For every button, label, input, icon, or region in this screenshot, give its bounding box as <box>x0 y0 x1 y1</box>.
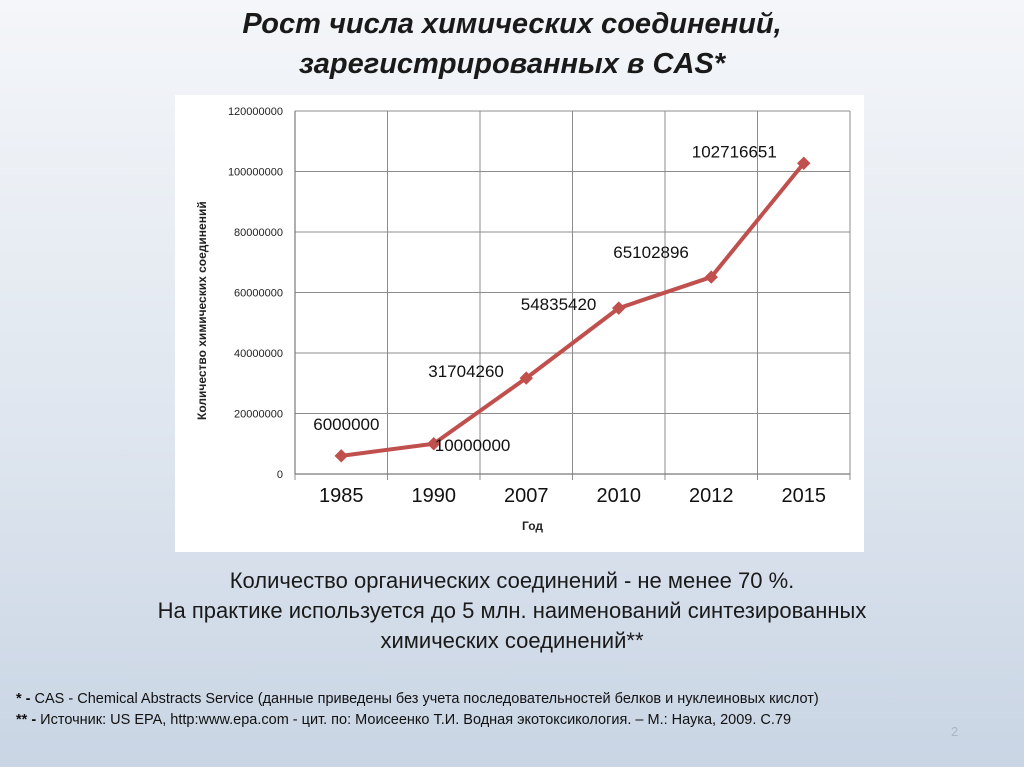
footnote-1-text: CAS - Chemical Abstracts Service (данные… <box>30 691 819 707</box>
slide-title-line1: Рост числа химических соединений, <box>242 8 782 40</box>
series-line <box>340 162 806 458</box>
y-tick-label: 0 <box>277 469 283 481</box>
page-number: 2 <box>951 724 959 739</box>
data-point-marker <box>427 437 441 451</box>
y-tick-label: 80000000 <box>234 227 283 239</box>
y-tick-label: 100000000 <box>228 167 283 179</box>
slide-title-line2: зарегистрированных в CAS* <box>298 48 726 80</box>
note-line1: Количество органических соединений - не … <box>229 568 795 593</box>
y-tick-label: 120000000 <box>228 106 283 118</box>
data-label: 102716651 <box>692 142 777 161</box>
x-tick-label: 1985 <box>319 485 364 507</box>
data-label: 10000000 <box>435 436 511 455</box>
x-tick-label: 2007 <box>504 485 549 507</box>
data-point-marker <box>704 270 718 284</box>
data-point-marker <box>612 301 626 315</box>
y-tick-label: 20000000 <box>234 409 283 421</box>
data-point-marker <box>334 449 348 463</box>
data-label: 31704260 <box>428 362 504 381</box>
footnote-1: * - CAS - Chemical Abstracts Service (да… <box>16 689 1016 709</box>
data-label: 65102896 <box>613 243 689 262</box>
x-tick-label: 2012 <box>689 485 734 507</box>
footnote-2-text: Источник: US EPA, http:www.epa.com - цит… <box>36 712 792 728</box>
x-tick-label: 1990 <box>412 485 457 507</box>
y-tick-label: 60000000 <box>234 288 283 300</box>
data-label: 54835420 <box>521 295 597 314</box>
data-point-marker <box>797 156 811 170</box>
x-tick-label: 2015 <box>782 485 827 507</box>
footnote-1-mark: * - <box>16 691 31 707</box>
line-chart: 0 20000000 40000000 60000000 80000000 1000000… <box>195 106 851 533</box>
footnote-2-mark: ** - <box>16 712 37 728</box>
slide-title: Рост числа химических соединений, зареги… <box>0 4 1024 84</box>
y-tick-label: 40000000 <box>234 348 283 360</box>
footnote-2: ** - Источник: US EPA, http:www.epa.com … <box>16 710 1016 730</box>
data-point-marker <box>519 371 533 385</box>
note-line3: химических соединений** <box>380 628 644 653</box>
y-axis-title: Количество химических соединений <box>195 201 209 420</box>
note-line2: На практике используется до 5 млн. наиме… <box>157 598 867 623</box>
x-axis-title: Год <box>522 519 543 533</box>
chart-panel: 0 20000000 40000000 60000000 80000000 1000000… <box>175 95 864 552</box>
x-tick-label: 2010 <box>597 485 642 507</box>
data-label: 6000000 <box>313 415 379 434</box>
